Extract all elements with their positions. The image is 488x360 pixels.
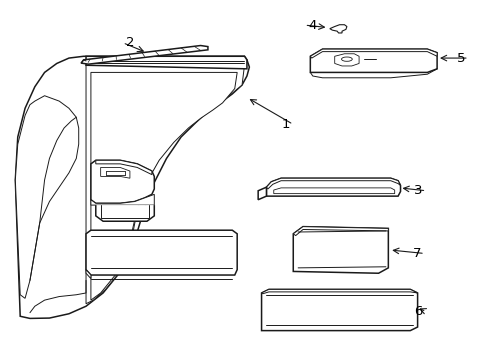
Polygon shape (91, 72, 237, 300)
Polygon shape (261, 289, 417, 294)
Polygon shape (96, 160, 152, 175)
Polygon shape (91, 160, 154, 203)
Polygon shape (266, 178, 400, 196)
Polygon shape (258, 187, 266, 200)
Polygon shape (86, 230, 237, 275)
Polygon shape (86, 270, 91, 279)
Text: 3: 3 (413, 184, 422, 197)
Polygon shape (293, 226, 387, 273)
Text: 7: 7 (412, 247, 420, 260)
Polygon shape (261, 289, 417, 330)
Polygon shape (86, 56, 246, 69)
Polygon shape (310, 49, 436, 72)
Polygon shape (334, 54, 358, 66)
Polygon shape (273, 188, 394, 194)
Text: 2: 2 (126, 36, 135, 49)
Text: 4: 4 (307, 19, 316, 32)
Text: 5: 5 (456, 51, 464, 64)
Polygon shape (266, 178, 400, 189)
Polygon shape (96, 205, 154, 221)
Polygon shape (91, 194, 154, 205)
Polygon shape (86, 65, 244, 304)
Polygon shape (15, 56, 249, 319)
Polygon shape (15, 96, 79, 298)
Polygon shape (293, 226, 387, 235)
Polygon shape (101, 167, 130, 178)
Polygon shape (81, 45, 207, 64)
Ellipse shape (341, 57, 351, 61)
Text: 6: 6 (413, 305, 422, 318)
Polygon shape (329, 25, 346, 33)
Polygon shape (310, 49, 436, 58)
Text: 1: 1 (281, 118, 289, 131)
